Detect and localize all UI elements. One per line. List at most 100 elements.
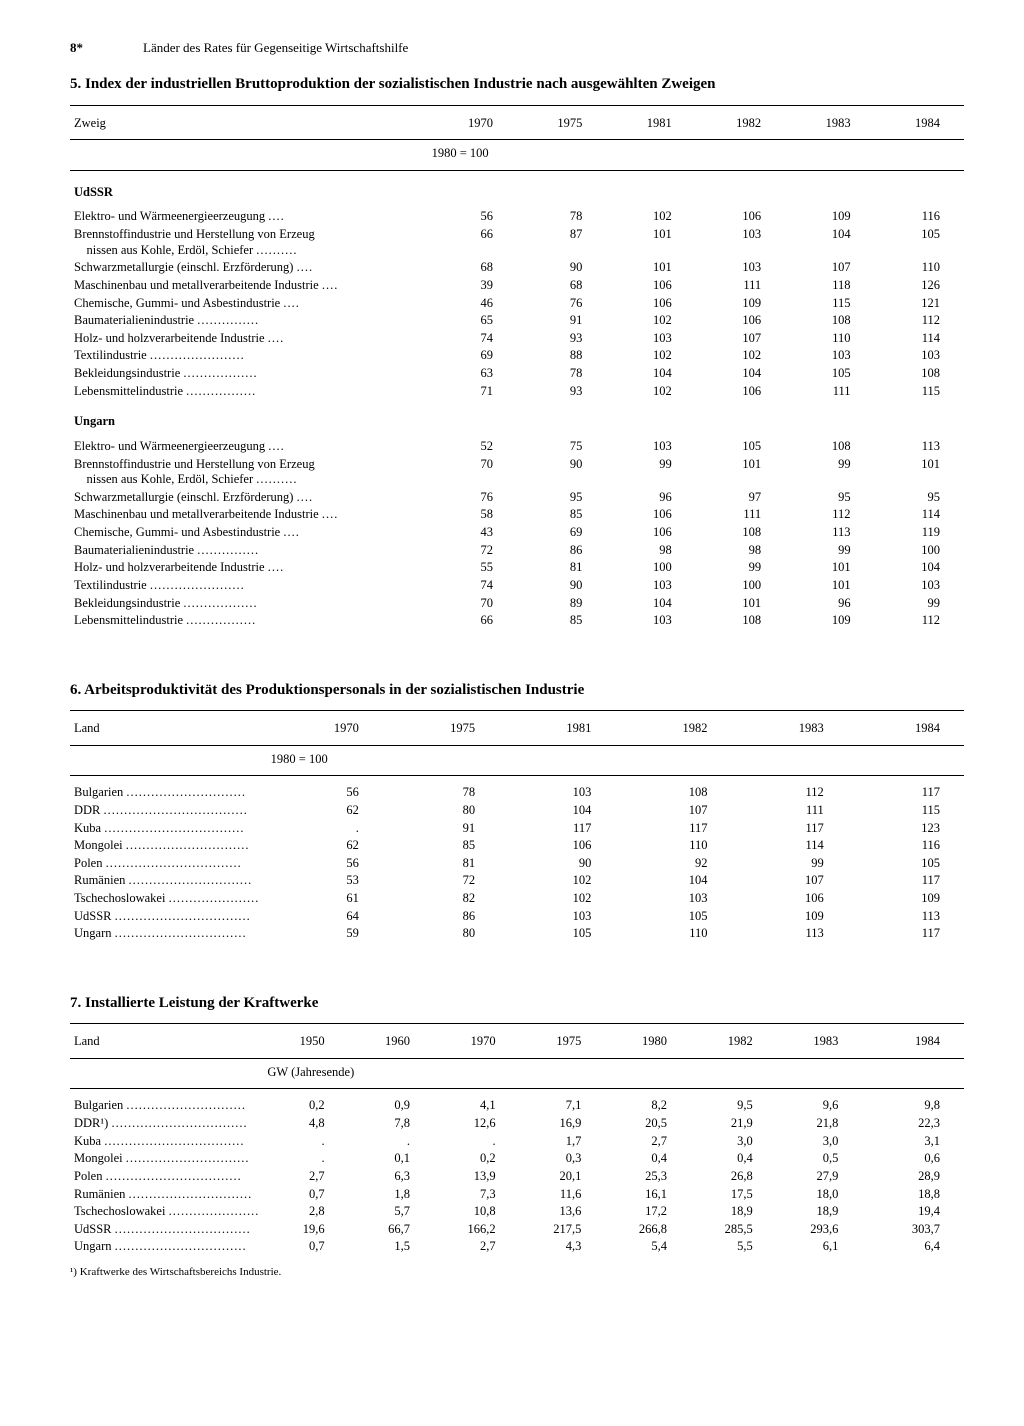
cell-value: 72 xyxy=(428,542,517,560)
cell-value: 63 xyxy=(428,365,517,383)
cell-value: 0,7 xyxy=(263,1238,348,1256)
cell-value: 92 xyxy=(615,855,731,873)
table-7: Land 1950 1960 1970 1975 1980 1982 1983 … xyxy=(70,1023,964,1256)
cell-value: 109 xyxy=(848,890,964,908)
cell-value: 66 xyxy=(428,612,517,630)
cell-value: 99 xyxy=(875,595,964,613)
cell-value: . xyxy=(263,1133,348,1151)
cell-value: 117 xyxy=(848,784,964,802)
cell-value: 82 xyxy=(383,890,499,908)
year-header: 1970 xyxy=(267,711,383,746)
cell-value: 110 xyxy=(785,330,874,348)
cell-value: 17,5 xyxy=(691,1186,777,1204)
row-label: Bulgarien ............................. xyxy=(70,1097,263,1115)
cell-value: 100 xyxy=(696,577,785,595)
cell-value: 58 xyxy=(428,506,517,524)
cell-value: 106 xyxy=(696,312,785,330)
cell-value: 78 xyxy=(383,784,499,802)
cell-value: 95 xyxy=(517,489,606,507)
cell-value: 217,5 xyxy=(520,1221,606,1239)
cell-value: 101 xyxy=(606,226,695,259)
cell-value: 108 xyxy=(615,784,731,802)
cell-value: 107 xyxy=(785,259,874,277)
row-label: Schwarzmetallurgie (einschl. Erzförderun… xyxy=(70,489,428,507)
table-row: UdSSR .................................6… xyxy=(70,908,964,926)
row-label: Schwarzmetallurgie (einschl. Erzförderun… xyxy=(70,259,428,277)
running-title: Länder des Rates für Gegenseitige Wirtsc… xyxy=(143,40,408,56)
row-label: Holz- und holzverarbeitende Industrie ..… xyxy=(70,559,428,577)
cell-value: 19,6 xyxy=(263,1221,348,1239)
cell-value: 74 xyxy=(428,577,517,595)
year-header: 1984 xyxy=(862,1024,964,1059)
cell-value: 18,9 xyxy=(777,1203,863,1221)
cell-value: 90 xyxy=(517,456,606,489)
row-label: Polen ................................. xyxy=(70,1168,263,1186)
cell-value: 115 xyxy=(785,295,874,313)
cell-value: 123 xyxy=(848,820,964,838)
year-header: 1981 xyxy=(606,105,695,140)
row-label: Brennstoffindustrie und Herstellung von … xyxy=(70,226,428,259)
cell-value: 90 xyxy=(517,577,606,595)
cell-value: 56 xyxy=(267,855,383,873)
cell-value: 18,8 xyxy=(862,1186,964,1204)
cell-value: 27,9 xyxy=(777,1168,863,1186)
cell-value: 95 xyxy=(785,489,874,507)
cell-value: 303,7 xyxy=(862,1221,964,1239)
cell-value: 112 xyxy=(875,612,964,630)
table-row: Textilindustrie .......................7… xyxy=(70,577,964,595)
year-header: 1980 xyxy=(605,1024,691,1059)
cell-value: 2,7 xyxy=(263,1168,348,1186)
cell-value: 85 xyxy=(383,837,499,855)
table-row: Kuba ...................................… xyxy=(70,1133,964,1151)
year-header: 1983 xyxy=(777,1024,863,1059)
cell-value: . xyxy=(267,820,383,838)
row-label: Ungarn ................................ xyxy=(70,925,267,943)
cell-value: 113 xyxy=(785,524,874,542)
year-header: 1984 xyxy=(875,105,964,140)
cell-value: 117 xyxy=(615,820,731,838)
row-label: Lebensmittelindustrie ................. xyxy=(70,612,428,630)
cell-value: 70 xyxy=(428,595,517,613)
table-row: Bulgarien .............................0… xyxy=(70,1097,964,1115)
cell-value: 22,3 xyxy=(862,1115,964,1133)
table-7-col-label: Land xyxy=(70,1024,263,1059)
cell-value: 103 xyxy=(875,347,964,365)
table-row: Tschechoslowakei ......................2… xyxy=(70,1203,964,1221)
cell-value: 39 xyxy=(428,277,517,295)
cell-value: 166,2 xyxy=(434,1221,520,1239)
row-label: Maschinenbau und metallverarbeitende Ind… xyxy=(70,506,428,524)
cell-value: 7,8 xyxy=(349,1115,434,1133)
table-row: Brennstoffindustrie und Herstellung von … xyxy=(70,456,964,489)
cell-value: 3,0 xyxy=(777,1133,863,1151)
row-label: Kuba .................................. xyxy=(70,820,267,838)
cell-value: 110 xyxy=(875,259,964,277)
cell-value: 0,7 xyxy=(263,1186,348,1204)
table-row: Tschechoslowakei ......................6… xyxy=(70,890,964,908)
cell-value: 112 xyxy=(785,506,874,524)
cell-value: 102 xyxy=(499,872,615,890)
table-row: Ungarn ................................5… xyxy=(70,925,964,943)
group-header: Ungarn xyxy=(70,400,964,438)
table-row: Baumaterialienindustrie ...............7… xyxy=(70,542,964,560)
cell-value: 3,1 xyxy=(862,1133,964,1151)
cell-value: 103 xyxy=(875,577,964,595)
table-row: DDR ...................................6… xyxy=(70,802,964,820)
cell-value: 56 xyxy=(428,208,517,226)
cell-value: 117 xyxy=(848,872,964,890)
cell-value: 105 xyxy=(499,925,615,943)
row-label: Mongolei .............................. xyxy=(70,1150,263,1168)
year-header: 1975 xyxy=(517,105,606,140)
cell-value: 104 xyxy=(606,365,695,383)
cell-value: 56 xyxy=(267,784,383,802)
cell-value: 101 xyxy=(785,559,874,577)
cell-value: 66 xyxy=(428,226,517,259)
cell-value: 7,3 xyxy=(434,1186,520,1204)
table-5-col-label: Zweig xyxy=(70,105,428,140)
cell-value: 72 xyxy=(383,872,499,890)
row-label: Textilindustrie ....................... xyxy=(70,347,428,365)
cell-value: 101 xyxy=(606,259,695,277)
cell-value: 20,1 xyxy=(520,1168,606,1186)
cell-value: 99 xyxy=(696,559,785,577)
table-5-title: 5. Index der industriellen Bruttoprodukt… xyxy=(70,74,964,94)
cell-value: 115 xyxy=(875,383,964,401)
